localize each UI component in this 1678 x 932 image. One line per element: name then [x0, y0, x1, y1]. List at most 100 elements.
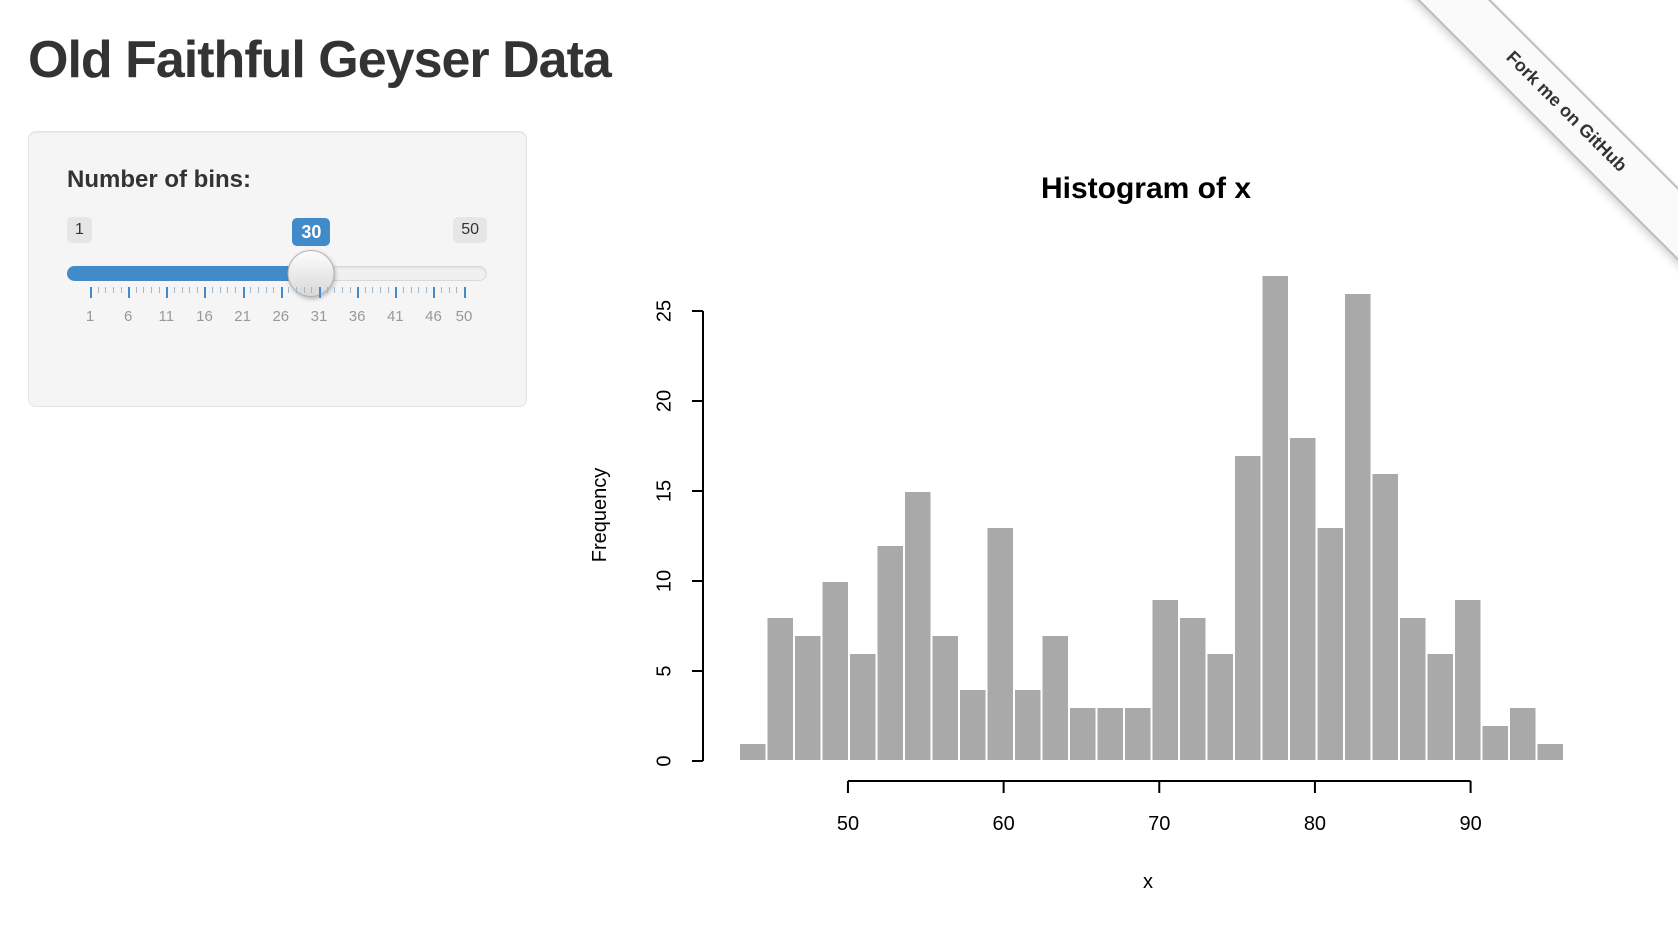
slider-tick	[204, 287, 207, 298]
slider-tick	[288, 287, 290, 293]
plot-title: Histogram of x	[1041, 172, 1251, 205]
y-tick-label: 5	[653, 665, 675, 676]
histogram-bar	[1233, 454, 1263, 762]
slider-tick	[357, 287, 360, 298]
histogram-bar	[1535, 742, 1565, 762]
histogram-bar	[848, 652, 878, 762]
y-tick-label: 20	[653, 390, 675, 412]
histogram-bar	[958, 688, 988, 762]
slider-tick	[105, 287, 107, 293]
slider-tick	[135, 287, 137, 293]
slider-tick-label: 41	[386, 308, 404, 325]
y-tick-label: 25	[653, 300, 675, 322]
slider-tick	[235, 287, 237, 293]
histogram-bar	[985, 526, 1015, 762]
histogram-bar	[1370, 472, 1400, 762]
x-tick-label: 80	[1304, 813, 1326, 835]
slider-tick	[303, 287, 305, 293]
histogram-bar	[1068, 706, 1098, 762]
slider-tick-label: 16	[196, 308, 213, 325]
slider-tick	[181, 287, 183, 293]
bins-slider[interactable]: 1 50 30 1 6 11 16 21 26 31 36 41 46 50	[67, 210, 487, 330]
y-tick-label: 0	[653, 755, 675, 766]
x-tick-label: 50	[837, 813, 859, 835]
histogram-bar	[875, 544, 905, 762]
slider-tick	[219, 287, 221, 293]
slider-tick	[311, 287, 313, 293]
histogram-bar	[1178, 616, 1208, 762]
histogram-bar	[1288, 436, 1318, 762]
slider-tick	[448, 287, 450, 293]
x-axis-label: x	[1143, 871, 1153, 893]
histogram-bar	[1343, 292, 1373, 762]
x-tick-label: 60	[992, 813, 1014, 835]
slider-tick	[296, 287, 298, 293]
histogram-bar	[1425, 652, 1455, 762]
slider-tick	[120, 287, 122, 293]
slider-tick	[395, 287, 398, 298]
slider-tick	[90, 287, 92, 298]
slider-tick	[425, 287, 427, 293]
y-axis-label: Frequency	[589, 468, 611, 563]
slider-tick-label: 50	[455, 308, 473, 325]
slider-tick-label: 1	[85, 308, 95, 325]
histogram-bar	[1508, 706, 1538, 762]
slider-tick	[410, 287, 412, 293]
slider-tick	[97, 287, 99, 293]
histogram-bar	[1123, 706, 1153, 762]
histogram-bar	[1150, 598, 1180, 762]
histogram-bar	[1040, 634, 1070, 762]
histogram-bar	[820, 580, 850, 762]
slider-tick-label: 21	[234, 308, 251, 325]
slider-tick	[380, 287, 382, 293]
slider-value-badge: 30	[292, 218, 331, 246]
histogram-bar	[765, 616, 795, 762]
slider-tick	[128, 287, 131, 298]
histogram-bar	[903, 490, 933, 762]
slider-tick	[227, 287, 229, 293]
slider-tick-label: 6	[123, 308, 133, 325]
slider-tick-label: 31	[310, 308, 328, 325]
histogram-bar	[1398, 616, 1428, 762]
histogram-bar	[1453, 598, 1483, 762]
page-title: Old Faithful Geyser Data	[28, 31, 612, 89]
y-tick-label: 10	[653, 570, 675, 592]
slider-tick	[402, 287, 404, 293]
y-tick-label: 15	[653, 480, 675, 502]
histogram-bar	[930, 634, 960, 762]
slider-tick	[280, 287, 283, 298]
slider-tick	[173, 287, 175, 293]
slider-tick-label: 46	[425, 308, 442, 325]
slider-tick	[372, 287, 374, 293]
slider-tick	[341, 287, 343, 293]
slider-tick	[418, 287, 420, 293]
slider-tick	[112, 287, 114, 293]
histogram-bar	[1205, 652, 1235, 762]
slider-tick	[464, 287, 466, 298]
slider-max-label: 50	[453, 217, 487, 243]
slider-tick	[189, 287, 191, 293]
x-tick-label: 90	[1459, 813, 1481, 835]
slider-tick-label: 11	[158, 308, 175, 325]
slider-filled-bar[interactable]	[67, 266, 316, 281]
slider-tick	[151, 287, 153, 293]
slider-tick	[456, 287, 458, 293]
histogram-bar	[1095, 706, 1125, 762]
slider-tick	[196, 287, 198, 293]
slider-grid: 1 6 11 16 21 26 31 36 41 46 50	[86, 287, 472, 330]
slider-tick	[273, 287, 275, 293]
slider-tick	[166, 287, 169, 298]
slider-min-label: 1	[67, 217, 92, 243]
histogram-bar	[793, 634, 823, 762]
slider-tick	[242, 287, 245, 298]
slider-tick	[265, 287, 267, 293]
histogram-bar	[1260, 274, 1290, 762]
histogram-bar	[1013, 688, 1043, 762]
bins-slider-label: Number of bins:	[67, 166, 251, 193]
slider-tick	[143, 287, 145, 293]
histogram-bar	[1480, 724, 1510, 762]
slider-tick	[158, 287, 160, 293]
